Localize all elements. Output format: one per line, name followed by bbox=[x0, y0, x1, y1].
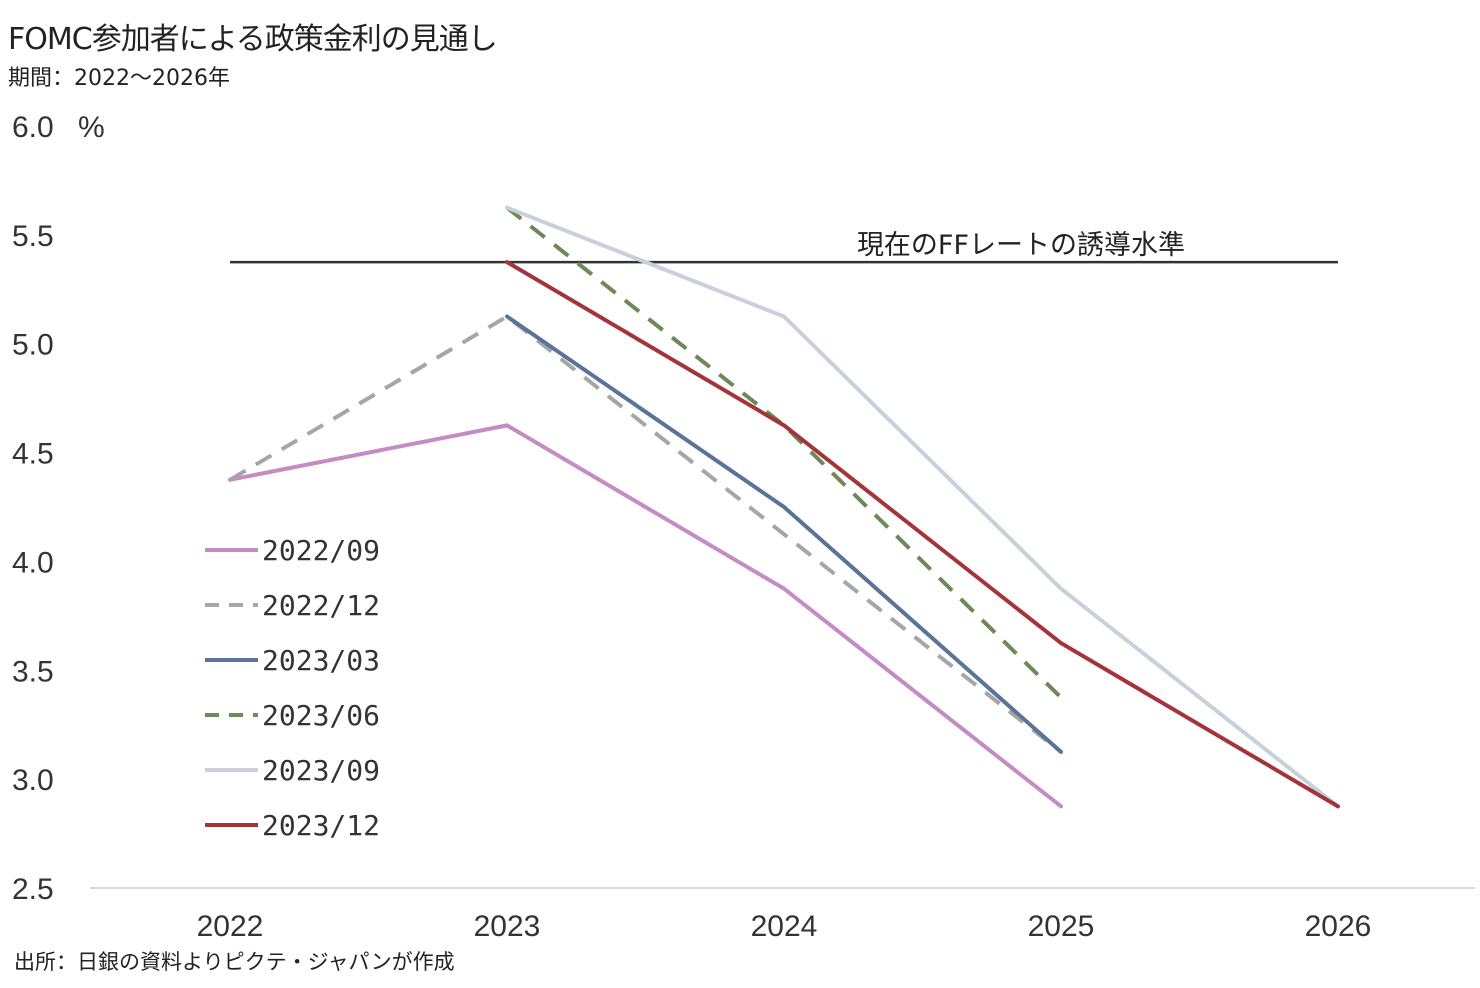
x-tick-label: 2022 bbox=[197, 910, 264, 943]
legend: 2022/09 2022/12 2023/03 2023/06 2023/09 2023/… bbox=[205, 534, 380, 842]
x-tick-label: 2024 bbox=[751, 910, 818, 943]
series-line-2022-09 bbox=[228, 423, 1063, 809]
chart-subtitle: 期間：2022～2026年 bbox=[8, 66, 230, 91]
reference-line-layer: 現在のFFレートの誘導水準 bbox=[230, 230, 1338, 264]
legend-label: 2022/09 bbox=[262, 534, 380, 567]
axis-layer: 6.0 5.5 5.0 4.5 4.0 3.5 3.0 2.5% 2022 2023 2024 202… bbox=[12, 111, 1475, 943]
y-tick-label: 6.0 bbox=[12, 111, 54, 144]
source-note: 出所：日銀の資料よりピクテ・ジャパンが作成 bbox=[14, 950, 455, 974]
x-tick-label: 2026 bbox=[1305, 910, 1372, 943]
x-tick-label: 2023 bbox=[474, 910, 541, 943]
y-tick-label: 4.0 bbox=[12, 546, 54, 579]
legend-label: 2023/12 bbox=[262, 809, 380, 842]
series-layer bbox=[228, 205, 1340, 809]
legend-label: 2022/12 bbox=[262, 589, 380, 622]
chart-title: FOMC参加者による政策金利の見通し bbox=[8, 22, 498, 57]
legend-label: 2023/03 bbox=[262, 644, 380, 677]
y-tick-label: 4.5 bbox=[12, 438, 54, 471]
series-line-2023-06 bbox=[505, 206, 1063, 699]
series-line-2022-12 bbox=[228, 314, 1063, 754]
legend-label: 2023/09 bbox=[262, 754, 380, 787]
y-tick-label: 3.0 bbox=[12, 764, 54, 797]
y-tick-label: 5.0 bbox=[12, 329, 54, 362]
x-tick-label: 2025 bbox=[1028, 910, 1095, 943]
legend-label: 2023/06 bbox=[262, 699, 380, 732]
y-tick-label: 5.5 bbox=[12, 220, 54, 253]
reference-line-label: 現在のFFレートの誘導水準 bbox=[857, 230, 1185, 261]
y-tick-label: 3.5 bbox=[12, 655, 54, 688]
series-line-2023-12 bbox=[505, 260, 1340, 809]
y-tick-label: 2.5 bbox=[12, 873, 54, 906]
y-unit-label: % bbox=[78, 111, 105, 144]
series-line-2023-09 bbox=[505, 205, 1340, 809]
